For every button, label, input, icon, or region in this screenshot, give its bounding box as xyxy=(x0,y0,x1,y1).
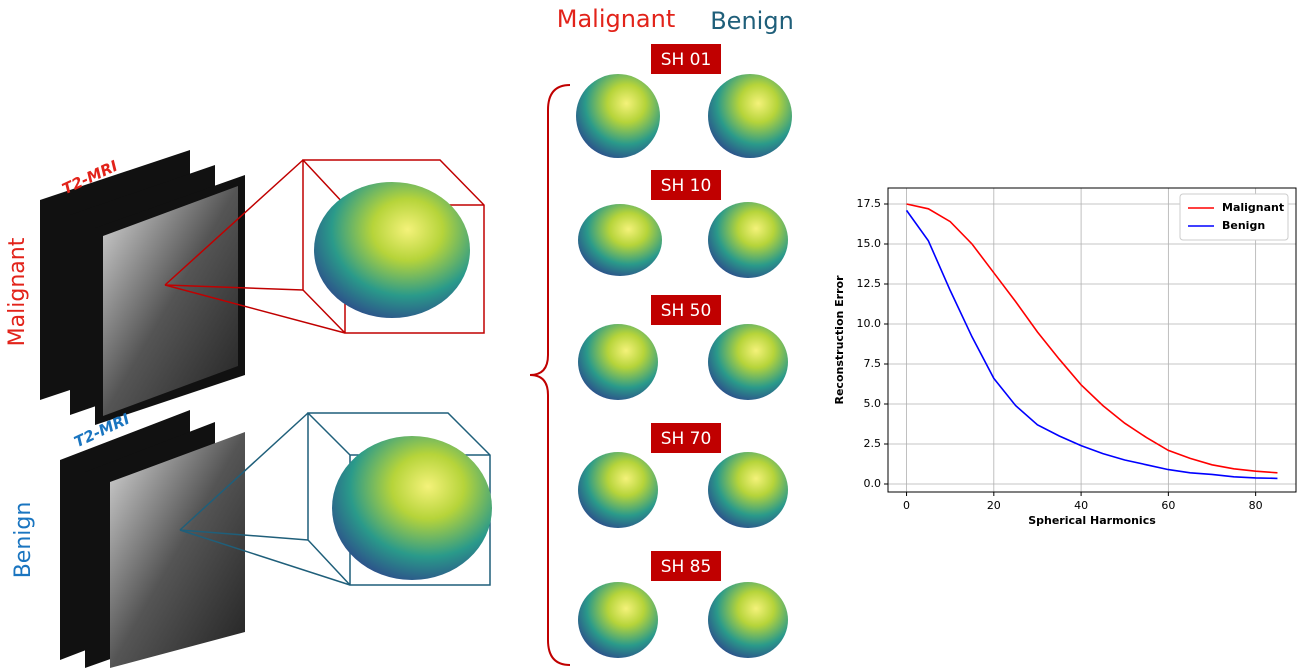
shape xyxy=(708,74,792,158)
x-axis-label: Spherical Harmonics xyxy=(1028,514,1156,527)
legend-label: Malignant xyxy=(1222,201,1284,214)
x-tick-label: 0 xyxy=(903,499,910,512)
y-tick-label: 10.0 xyxy=(857,317,882,330)
sh-label: SH 70 xyxy=(661,429,712,449)
shape xyxy=(578,324,658,400)
x-tick-label: 80 xyxy=(1249,499,1263,512)
y-tick-label: 12.5 xyxy=(857,277,882,290)
shape xyxy=(708,202,788,278)
x-tick-label: 40 xyxy=(1074,499,1088,512)
shape xyxy=(578,452,658,528)
sh-label: SH 01 xyxy=(661,50,712,70)
y-tick-label: 5.0 xyxy=(864,397,882,410)
y-tick-label: 7.5 xyxy=(864,357,882,370)
sh-label: SH 50 xyxy=(661,301,712,321)
shape xyxy=(708,452,788,528)
y-axis-label: Reconstruction Error xyxy=(833,275,846,405)
shape xyxy=(576,74,660,158)
y-tick-label: 2.5 xyxy=(864,437,882,450)
x-tick-label: 20 xyxy=(987,499,1001,512)
y-tick-label: 15.0 xyxy=(857,237,882,250)
y-tick-label: 17.5 xyxy=(857,197,882,210)
x-tick-label: 60 xyxy=(1161,499,1175,512)
shape xyxy=(708,582,788,658)
class-label: Benign xyxy=(11,502,36,579)
series-line xyxy=(907,210,1278,478)
sh-grid: SH 01 SH 10 SH 50 SH 70 SH 85 xyxy=(576,44,792,658)
y-tick-label: 0.0 xyxy=(864,477,882,490)
class-label: Malignant xyxy=(5,237,30,346)
header-malignant: Malignant xyxy=(557,5,676,33)
shape xyxy=(708,324,788,400)
sh-label: SH 85 xyxy=(661,557,712,577)
header-benign: Benign xyxy=(710,7,794,35)
legend-label: Benign xyxy=(1222,219,1265,232)
brace xyxy=(530,85,570,665)
figure: Malignant Benign SH 01 SH 10 SH 50 SH 70 xyxy=(0,0,1306,670)
mri-malignant xyxy=(40,150,484,425)
line-chart: 0.0 2.5 5.0 7.5 10.0 12.5 15.0 17.5 0 20 40 60 80 Sph… xyxy=(833,188,1296,527)
shape xyxy=(578,204,662,276)
mri-benign xyxy=(60,410,492,668)
shape xyxy=(578,582,658,658)
sh-label: SH 10 xyxy=(661,176,712,196)
